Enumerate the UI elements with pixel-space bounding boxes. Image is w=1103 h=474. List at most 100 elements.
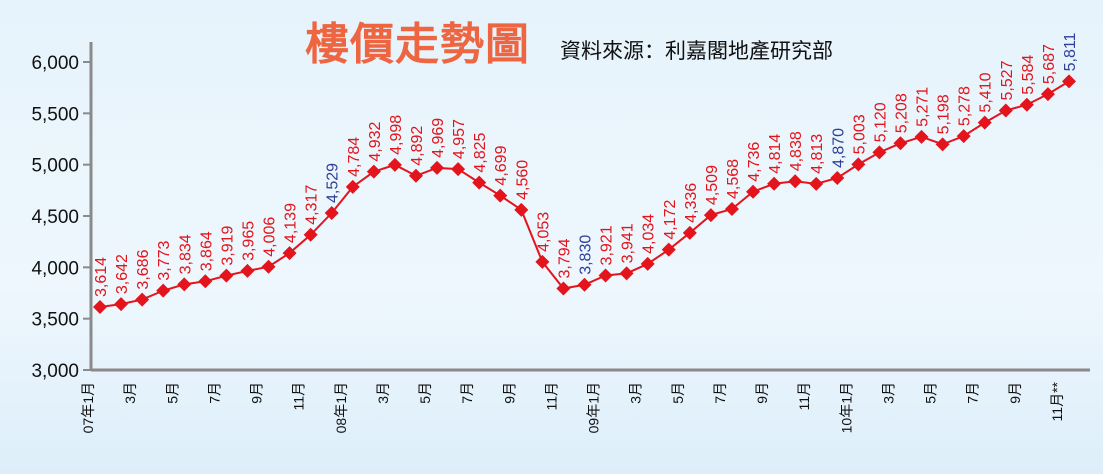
data-point-marker — [577, 277, 592, 292]
data-label: 4,998 — [388, 115, 405, 155]
data-label: 5,120 — [872, 102, 889, 142]
data-label: 4,509 — [704, 165, 721, 205]
data-point-marker — [408, 168, 423, 183]
data-label: 3,642 — [114, 254, 131, 294]
data-label: 3,864 — [198, 231, 215, 271]
y-tick-label: 6,000 — [31, 53, 79, 74]
data-point-marker — [177, 277, 192, 292]
x-tick-label: 08年1月 — [333, 382, 349, 433]
data-point-marker — [788, 174, 803, 189]
data-point-marker — [935, 137, 950, 152]
data-point-marker — [598, 268, 613, 283]
x-tick-label: 7月 — [459, 382, 475, 404]
data-label: 4,784 — [346, 137, 363, 177]
data-label: 4,053 — [535, 212, 552, 252]
data-label: 4,560 — [514, 160, 531, 200]
data-label: 4,529 — [325, 163, 342, 203]
y-tick-label: 5,500 — [31, 104, 79, 125]
data-label: 4,814 — [767, 134, 784, 174]
data-label: 4,813 — [809, 134, 826, 174]
data-label: 3,921 — [599, 225, 616, 265]
data-label: 4,838 — [788, 131, 805, 171]
data-label: 3,614 — [93, 257, 110, 297]
data-label: 5,527 — [999, 60, 1016, 100]
x-tick-label: 9月 — [501, 382, 517, 404]
data-point-marker — [830, 171, 845, 186]
data-point-marker — [746, 184, 761, 199]
data-label: 4,825 — [472, 132, 489, 172]
data-label: 3,834 — [177, 234, 194, 274]
data-label: 4,336 — [683, 183, 700, 223]
data-point-marker — [851, 157, 866, 172]
x-tick-label: 5月 — [417, 382, 433, 404]
chart-source: 資料來源：利嘉閣地產研究部 — [560, 39, 833, 63]
data-label: 5,278 — [957, 86, 974, 126]
data-label: 5,584 — [1020, 55, 1037, 95]
data-point-marker — [240, 263, 255, 278]
data-point-marker — [914, 129, 929, 144]
data-label: 4,139 — [283, 203, 300, 243]
x-tick-label: 11月 — [796, 382, 812, 411]
data-label: 4,317 — [304, 185, 321, 225]
data-point-marker — [872, 145, 887, 160]
data-point-marker — [661, 242, 676, 257]
data-label: 4,736 — [746, 142, 763, 182]
data-label: 5,271 — [915, 87, 932, 127]
data-point-marker — [640, 256, 655, 271]
data-point-marker — [998, 103, 1013, 118]
x-tick-label: 11月** — [1049, 381, 1065, 421]
data-point-marker — [956, 129, 971, 144]
x-tick-label: 7月 — [712, 382, 728, 404]
data-label: 3,830 — [578, 235, 595, 275]
data-point-marker — [767, 176, 782, 191]
x-tick-label: 11月 — [291, 382, 307, 411]
data-label: 4,892 — [409, 126, 426, 166]
data-label: 3,773 — [156, 240, 173, 280]
data-point-marker — [977, 115, 992, 130]
x-tick-label: 3月 — [375, 382, 391, 404]
y-tick-label: 5,000 — [31, 156, 79, 177]
data-point-marker — [114, 297, 129, 312]
data-point-marker — [198, 274, 213, 289]
data-point-marker — [514, 202, 529, 217]
data-point-marker — [703, 208, 718, 223]
x-tick-label: 9月 — [754, 382, 770, 404]
data-point-marker — [493, 188, 508, 203]
x-tick-label: 5月 — [670, 382, 686, 404]
data-label: 4,699 — [493, 145, 510, 185]
x-tick-label: 11月 — [543, 382, 559, 411]
y-tick-label: 4,000 — [31, 258, 79, 279]
x-tick-label: 3月 — [122, 382, 138, 404]
data-point-marker — [724, 202, 739, 217]
data-point-marker — [219, 268, 234, 283]
y-tick-label: 4,500 — [31, 207, 79, 228]
data-point-marker — [156, 283, 171, 298]
data-point-marker — [809, 176, 824, 191]
data-label: 4,932 — [367, 122, 384, 162]
x-tick-label: 3月 — [880, 382, 896, 404]
x-tick-label: 5月 — [923, 382, 939, 404]
x-tick-label: 09年1月 — [586, 382, 602, 433]
data-point-marker — [324, 206, 339, 221]
data-point-marker — [472, 175, 487, 190]
data-label: 3,965 — [240, 221, 257, 261]
x-tick-label: 9月 — [249, 382, 265, 404]
data-point-marker — [619, 266, 634, 281]
data-label: 5,687 — [1041, 44, 1058, 84]
data-label: 3,794 — [556, 238, 573, 278]
data-point-marker — [93, 299, 107, 314]
data-label: 4,568 — [725, 159, 742, 199]
data-point-marker — [345, 179, 360, 194]
data-label: 4,006 — [262, 217, 279, 257]
data-label: 4,969 — [430, 118, 447, 158]
data-label: 3,919 — [219, 226, 236, 266]
x-tick-label: 9月 — [1007, 382, 1023, 404]
data-point-marker — [387, 157, 402, 172]
x-tick-label: 3月 — [628, 382, 644, 404]
data-label: 3,686 — [135, 249, 152, 289]
data-point-marker — [1019, 97, 1034, 112]
data-point-marker — [135, 292, 150, 307]
data-label: 4,172 — [662, 200, 679, 240]
data-point-marker — [261, 259, 276, 274]
